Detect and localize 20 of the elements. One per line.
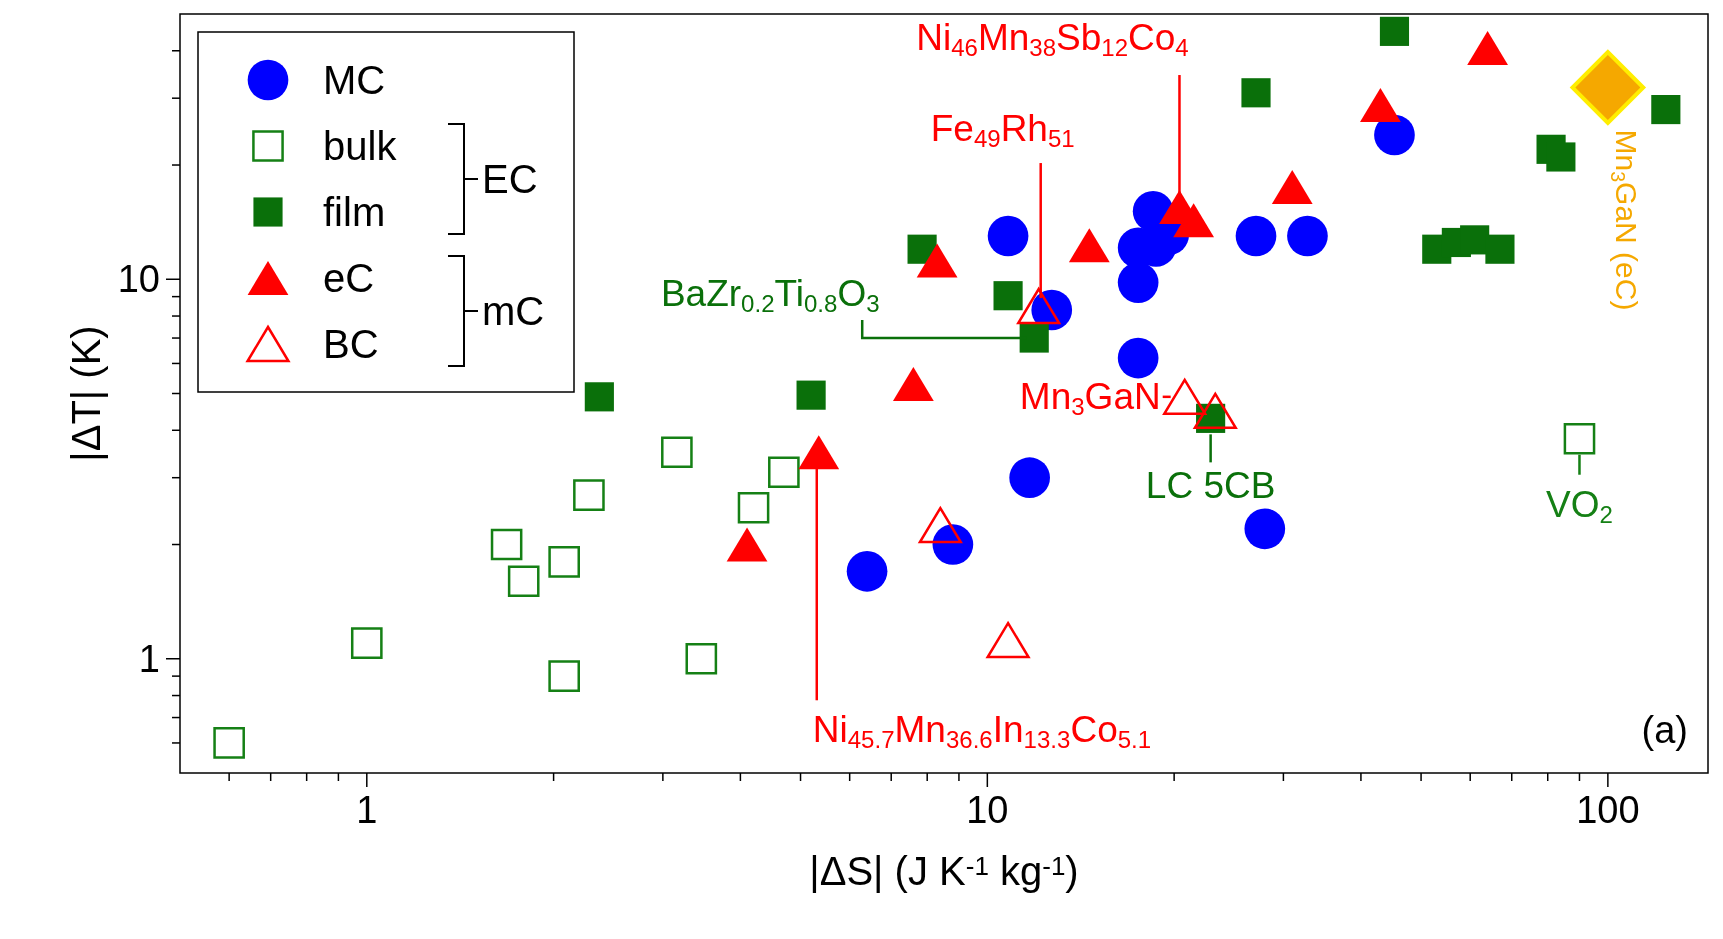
y-axis-title: |ΔT| (K) xyxy=(64,325,108,462)
x-tick-label: 100 xyxy=(1576,789,1640,831)
annotation: Mn$_{3}$GaN xyxy=(1019,375,1161,420)
x-tick-label: 10 xyxy=(966,789,1009,831)
legend-label: MC xyxy=(323,58,386,102)
annotation: Fe$_{49}$Rh$_{51}$ xyxy=(930,108,1075,153)
annotation: mC xyxy=(482,289,545,333)
annotation: Ni$_{45.7}$Mn$_{36.6}$In$_{13.3}$Co$_{5.1}$ xyxy=(812,709,1152,754)
x-axis-title: |ΔS| (J K$^{-1}$ kg$^{-1}$) xyxy=(809,849,1079,893)
legend-label: film xyxy=(323,190,386,234)
x-tick-label: 1 xyxy=(356,789,378,831)
annotation: BaZr$_{0.2}$Ti$_{0.8}$O$_{3}$ xyxy=(660,273,880,318)
annotation: (a) xyxy=(1641,709,1688,751)
annotation: EC xyxy=(482,157,538,201)
legend-label: eC xyxy=(323,256,375,300)
annotation: LC 5CB xyxy=(1145,465,1276,507)
legend-label: bulk xyxy=(323,124,398,168)
annotation: VO$_{2}$ xyxy=(1546,483,1613,528)
annotation: Ni$_{46}$Mn$_{38}$Sb$_{12}$Co$_{4}$ xyxy=(916,17,1189,62)
legend-label: BC xyxy=(323,322,379,366)
